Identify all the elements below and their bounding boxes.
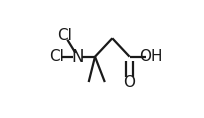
- Text: N: N: [71, 48, 84, 66]
- Text: Cl: Cl: [57, 28, 72, 43]
- Text: O: O: [123, 75, 135, 90]
- Text: Cl: Cl: [49, 49, 63, 64]
- Text: OH: OH: [139, 49, 162, 64]
